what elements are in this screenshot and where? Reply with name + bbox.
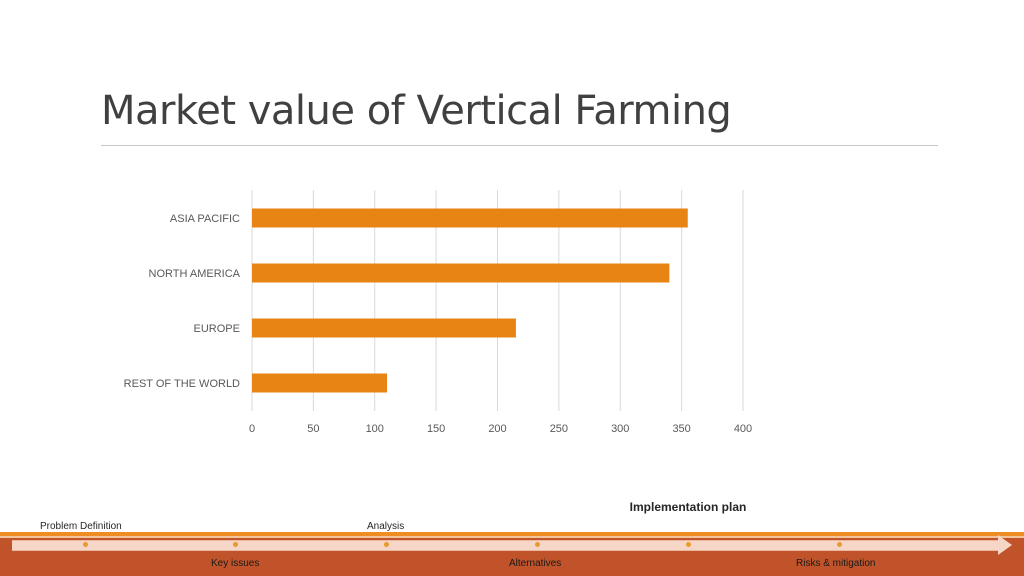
x-tick-label: 250 — [550, 423, 568, 435]
x-tick-label: 400 — [734, 423, 752, 435]
x-tick-label: 150 — [427, 423, 445, 435]
bar — [252, 208, 688, 228]
timeline-band-accent — [0, 532, 1024, 536]
x-tick-label: 300 — [611, 423, 629, 435]
x-tick-label: 50 — [307, 423, 319, 435]
title-divider — [101, 145, 938, 146]
timeline-dot[interactable] — [535, 542, 540, 547]
bar-chart: 0 50 100 150 200 250 300 350 400 ASIA PACIFIC NORT… — [124, 190, 752, 435]
category-label: EUROPE — [194, 323, 240, 335]
timeline-dot[interactable] — [83, 542, 88, 547]
x-tick-label: 200 — [488, 423, 506, 435]
x-tick-label: 350 — [672, 423, 690, 435]
timeline-dot[interactable] — [233, 542, 238, 547]
category-label: REST OF THE WORLD — [124, 378, 240, 390]
category-label: ASIA PACIFIC — [170, 213, 240, 225]
category-label: NORTH AMERICA — [149, 268, 241, 280]
bar — [252, 263, 670, 283]
timeline-label-analysis[interactable]: Analysis — [367, 521, 405, 532]
x-tick-label: 100 — [366, 423, 384, 435]
timeline-dot[interactable] — [837, 542, 842, 547]
timeline-label-problem-definition[interactable]: Problem Definition — [40, 521, 122, 532]
timeline-dot[interactable] — [686, 542, 691, 547]
timeline-arrow-head — [998, 535, 1012, 555]
timeline-label-implementation-plan[interactable]: Implementation plan — [629, 500, 747, 514]
x-tick-label: 0 — [249, 423, 255, 435]
timeline-arrow — [12, 540, 1002, 551]
timeline-label-risks-mitigation[interactable]: Risks & mitigation — [796, 558, 876, 569]
timeline-label-alternatives[interactable]: Alternatives — [509, 558, 562, 569]
timeline-band-gap — [0, 536, 1024, 538]
bar — [252, 373, 388, 393]
timeline-label-key-issues[interactable]: Key issues — [211, 558, 260, 569]
bar — [252, 318, 516, 338]
slide-title: Market value of Vertical Farming — [101, 88, 732, 134]
timeline-dot[interactable] — [384, 542, 389, 547]
